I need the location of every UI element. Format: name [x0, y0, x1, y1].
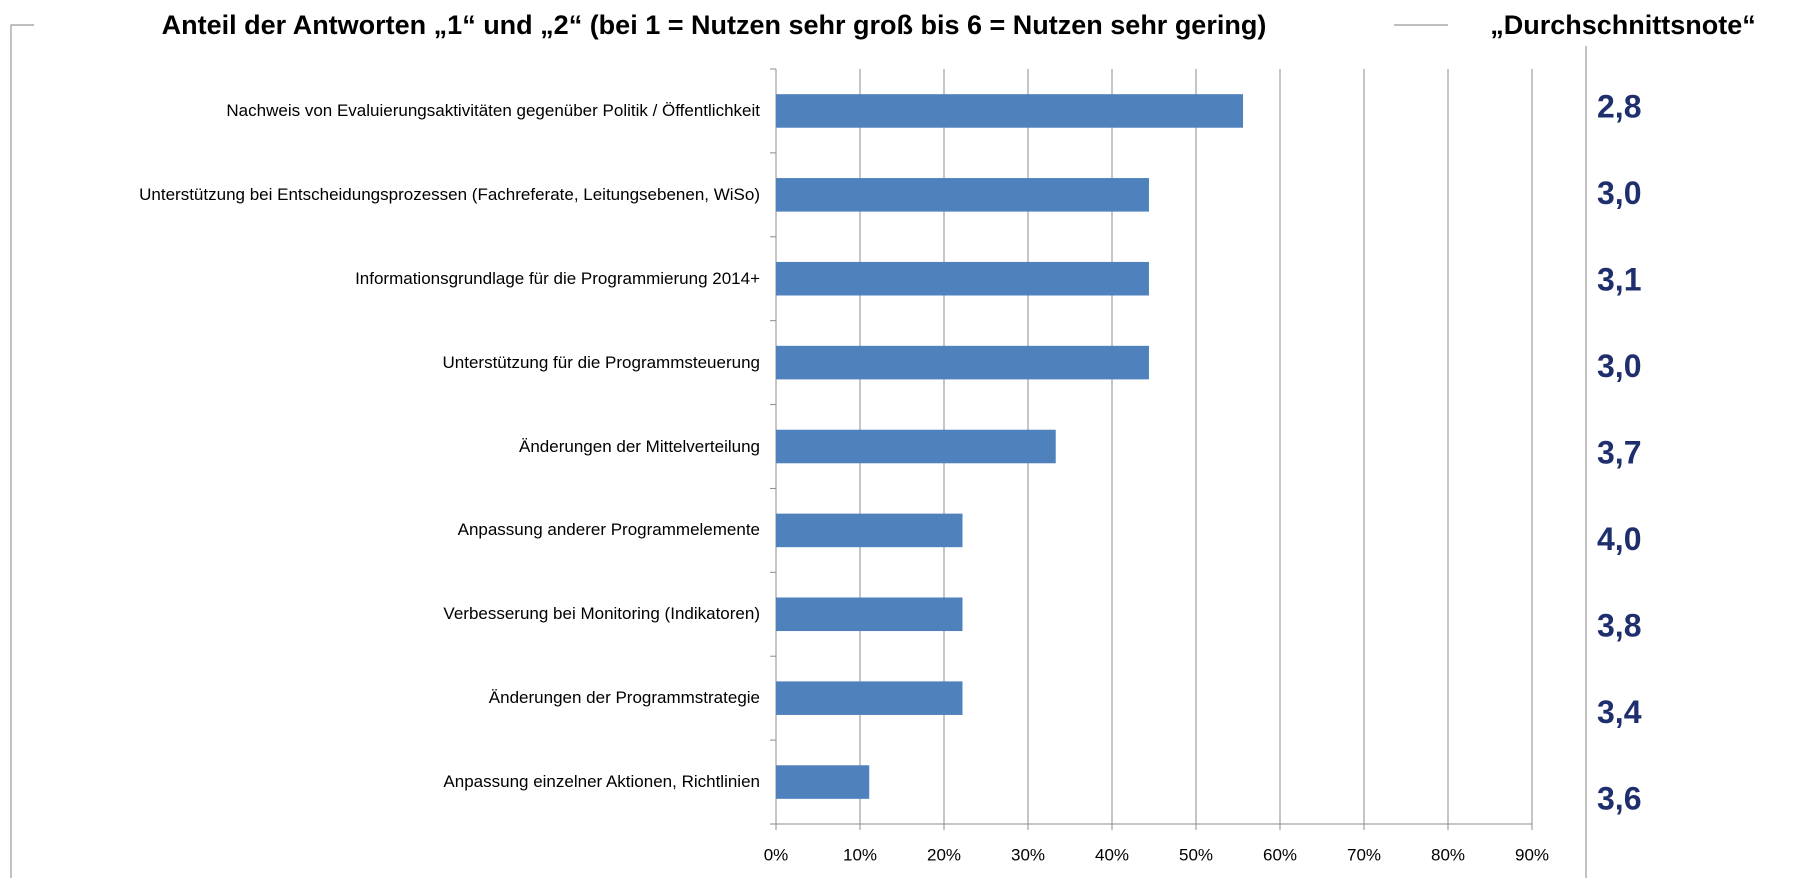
x-tick-label: 90%: [1515, 845, 1549, 864]
y-tick-label: Informationsgrundlage für die Programmie…: [355, 268, 760, 288]
category-label-box: Änderungen der Mittelverteilung: [0, 417, 760, 477]
average-label: 3,6: [1597, 780, 1641, 816]
bar: [776, 681, 963, 715]
category-label-box: Unterstützung bei Entscheidungsprozessen…: [0, 165, 760, 225]
y-tick-label: Nachweis von Evaluierungsaktivitäten geg…: [226, 100, 760, 120]
bar: [776, 597, 963, 632]
category-label-box: Anpassung anderer Programmelemente: [0, 500, 760, 560]
average-label: 3,7: [1597, 434, 1641, 470]
average-label: 3,4: [1597, 694, 1642, 730]
bar: [776, 94, 1244, 128]
category-label-box: Änderungen der Programmstrategie: [0, 668, 760, 728]
bar: [776, 261, 1149, 296]
category-label-box: Unterstützung für die Programmsteuerung: [0, 333, 761, 393]
average-label: 4,0: [1597, 521, 1641, 557]
frame: [10, 24, 1587, 878]
y-tick-label: Unterstützung bei Entscheidungsprozessen…: [139, 184, 760, 204]
average-label: 3,0: [1597, 175, 1641, 211]
bar: [776, 513, 963, 548]
y-tick-label: Verbesserung bei Monitoring (Indikatoren…: [443, 604, 760, 624]
category-label-box: Anpassung einzelner Aktionen, Richtlinie…: [0, 752, 760, 812]
chart-title: Anteil der Antworten „1“ und „2“ (bei 1 …: [162, 10, 1267, 40]
average-label: 3,0: [1597, 348, 1641, 384]
x-tick-label: 20%: [927, 845, 961, 864]
bar: [776, 178, 1149, 212]
category-label-box: Verbesserung bei Monitoring (Indikatoren…: [0, 584, 760, 644]
average-label: 3,1: [1597, 261, 1641, 297]
average-label: 3,8: [1597, 607, 1641, 643]
bar: [776, 429, 1056, 464]
y-tick-label: Anpassung anderer Programmelemente: [457, 520, 760, 540]
y-tick-label: Unterstützung für die Programmsteuerung: [442, 352, 761, 372]
category-label-box: Nachweis von Evaluierungsaktivitäten geg…: [0, 81, 760, 141]
y-tick-label: Änderungen der Mittelverteilung: [519, 436, 760, 456]
average-label: 2,8: [1597, 88, 1641, 124]
x-tick-label: 70%: [1347, 845, 1381, 864]
x-tick-label: 80%: [1431, 845, 1465, 864]
bar: [776, 345, 1149, 380]
x-tick-label: 60%: [1263, 845, 1297, 864]
x-tick-label: 0%: [764, 845, 789, 864]
frame-line: [10, 24, 34, 878]
category-label-box: Informationsgrundlage für die Programmie…: [0, 249, 760, 309]
bar: [776, 765, 870, 799]
x-tick-label: 50%: [1179, 845, 1213, 864]
average-title: „Durchschnittsnote“: [1490, 10, 1756, 40]
x-tick-label: 10%: [843, 845, 877, 864]
y-tick-label: Änderungen der Programmstrategie: [488, 688, 760, 708]
x-tick-label: 40%: [1095, 845, 1129, 864]
y-tick-label: Anpassung einzelner Aktionen, Richtlinie…: [443, 772, 760, 792]
x-tick-label: 30%: [1011, 845, 1045, 864]
